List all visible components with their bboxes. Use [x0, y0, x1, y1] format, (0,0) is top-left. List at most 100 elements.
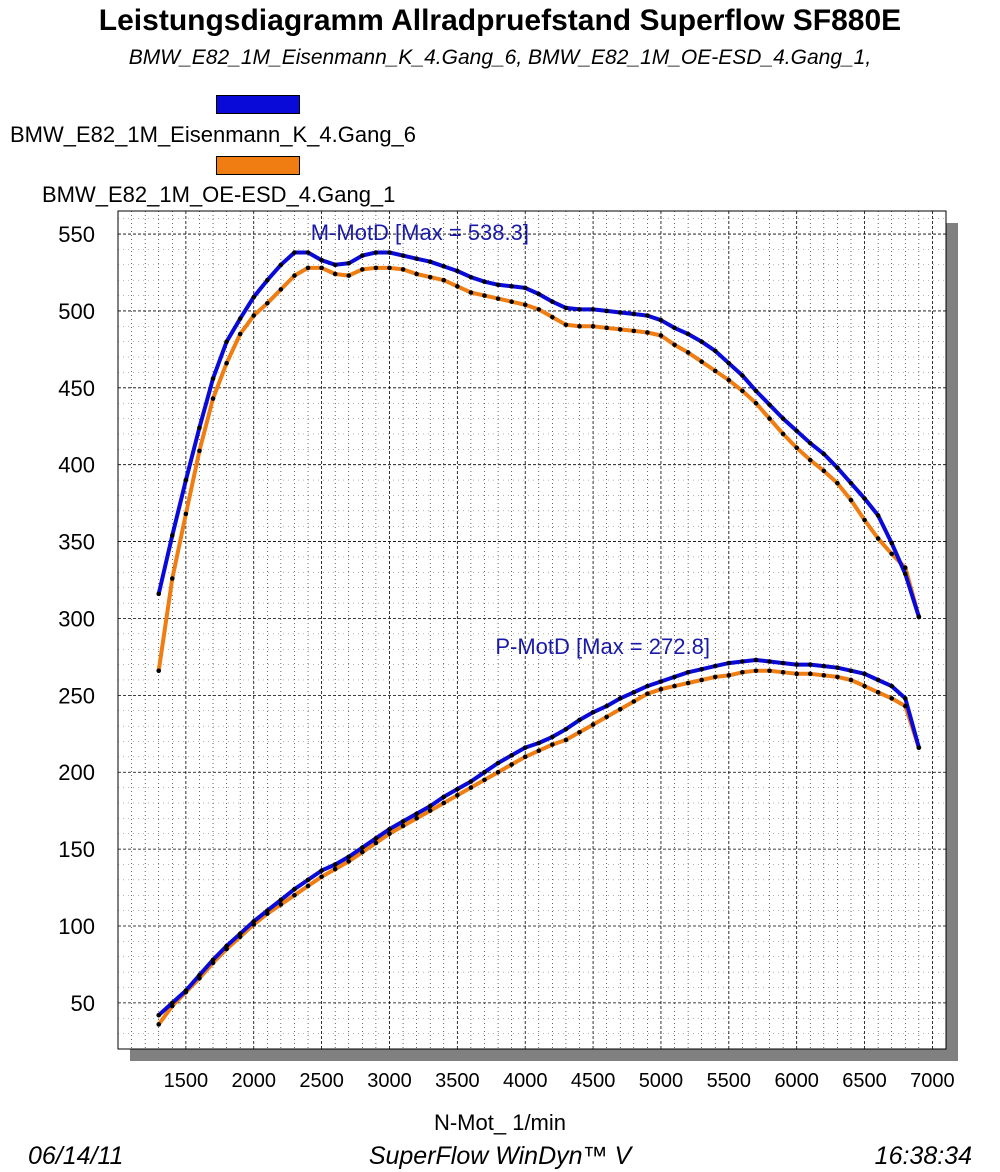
y-tick-label: 250 [58, 683, 95, 708]
series-2-torque-point [672, 342, 677, 348]
series-1-power-point [251, 919, 257, 924]
series-2-torque-point [305, 265, 311, 271]
series-2-torque-point [862, 517, 867, 523]
series-1-power-point [455, 786, 460, 792]
series-1-torque-point [645, 313, 650, 318]
series-1-torque-point [807, 440, 813, 446]
series-2-power-point [346, 859, 352, 864]
series-1-torque-point [563, 305, 569, 311]
series-2-power-point [902, 703, 908, 709]
x-tick-label: 5500 [707, 1070, 752, 1092]
x-axis-label: N-Mot_ 1/min [433, 1110, 567, 1135]
series-2-power-point [807, 671, 813, 677]
series-1-torque-point [414, 256, 419, 261]
series-2-torque-point [427, 274, 433, 280]
series-2-torque-point [767, 416, 772, 421]
series-2-torque-point [889, 551, 895, 557]
series-2-power-point [482, 777, 487, 783]
x-tick-label: 3000 [367, 1070, 412, 1092]
series-2-power-point [414, 816, 419, 821]
series-2-torque-point [563, 322, 569, 328]
y-tick-label: 350 [58, 530, 95, 555]
x-tick-label: 6000 [774, 1070, 819, 1092]
series-2-torque-point [346, 273, 352, 278]
series-2-torque-point [156, 668, 162, 674]
y-tick-label: 100 [58, 914, 95, 939]
series-2-power-point [563, 737, 569, 743]
series-1-torque-point [292, 250, 297, 255]
series-1-power-point [373, 836, 379, 841]
series-1-torque-point [848, 480, 854, 486]
series-1-power-point [699, 666, 704, 672]
series-2-power-point [889, 696, 895, 701]
legend-swatch-series-2 [216, 156, 300, 175]
series-2-torque-point [902, 565, 908, 571]
series-2-power-point [672, 683, 677, 689]
series-2-power-point [835, 674, 840, 680]
series-2-torque-point [292, 273, 297, 278]
series-2-torque-point [495, 296, 501, 301]
series-1-power-point [848, 668, 854, 674]
series-1-power-point [156, 1012, 162, 1018]
series-1-power-point [767, 659, 772, 664]
series-1-power-point [509, 753, 514, 758]
series-2-torque-point [577, 324, 582, 329]
series-1-power-point [387, 826, 392, 832]
footer-date: 06/14/11 [28, 1142, 124, 1170]
series-1-torque-point [740, 373, 745, 378]
series-2-power-point [387, 831, 392, 837]
series-2-power-point [373, 840, 379, 846]
series-1-power-point [902, 696, 908, 701]
series-1-power-point [414, 811, 419, 817]
series-1-power-point [753, 657, 759, 663]
series-2-torque-point [645, 330, 650, 335]
series-1-torque-point [455, 268, 460, 274]
series-2-power-point [577, 729, 582, 735]
series-1-torque-point [604, 308, 609, 314]
series-1-power-point [577, 717, 582, 723]
series-2-power-point [631, 699, 637, 704]
series-2-power-point [821, 673, 827, 678]
y-tick-label: 450 [58, 376, 95, 401]
y-tick-label: 200 [58, 760, 95, 785]
series-1-torque-point [210, 376, 216, 381]
series-1-torque-point [251, 294, 257, 300]
series-2-torque-point [821, 468, 827, 474]
series-1-torque-point [794, 428, 799, 434]
series-2-power-point [699, 677, 704, 683]
series-1-torque-point [197, 425, 202, 431]
series-1-power-point [821, 663, 827, 669]
series-2-power-point [522, 754, 528, 760]
series-1-power-point [712, 663, 718, 669]
series-1-power-point [360, 845, 365, 850]
series-1-torque-point [441, 264, 447, 269]
x-tick-label: 7000 [910, 1070, 955, 1092]
series-1-torque-point [536, 291, 542, 297]
series-1-torque-point [319, 257, 324, 263]
series-2-power-point [319, 874, 324, 880]
series-2-torque-point [536, 307, 542, 312]
series-1-power-point [794, 662, 799, 667]
series-1-power-point [332, 862, 338, 867]
series-2-power-point [767, 668, 772, 674]
series-1-torque-point [753, 388, 759, 394]
series-1-power-point [482, 769, 487, 775]
max-annotation: M-MotD [Max = 538.3] [311, 220, 529, 245]
series-1-torque-point [183, 477, 189, 483]
series-1-torque-point [862, 496, 867, 501]
series-2-torque-point [753, 400, 759, 406]
series-2-power-point [536, 748, 542, 754]
series-1-torque-point [169, 533, 175, 538]
series-1-power-point [740, 659, 745, 664]
series-1-power-point [210, 957, 216, 963]
series-1-power-point [197, 972, 202, 978]
series-1-torque-point [305, 250, 311, 255]
series-2-torque-point [590, 324, 596, 329]
series-1-torque-point [427, 259, 433, 265]
series-1-power-point [658, 679, 664, 684]
series-2-power-point [360, 849, 365, 855]
series-2-torque-point [468, 290, 474, 295]
series-2-torque-point [224, 360, 229, 366]
series-2-torque-point [183, 511, 189, 517]
